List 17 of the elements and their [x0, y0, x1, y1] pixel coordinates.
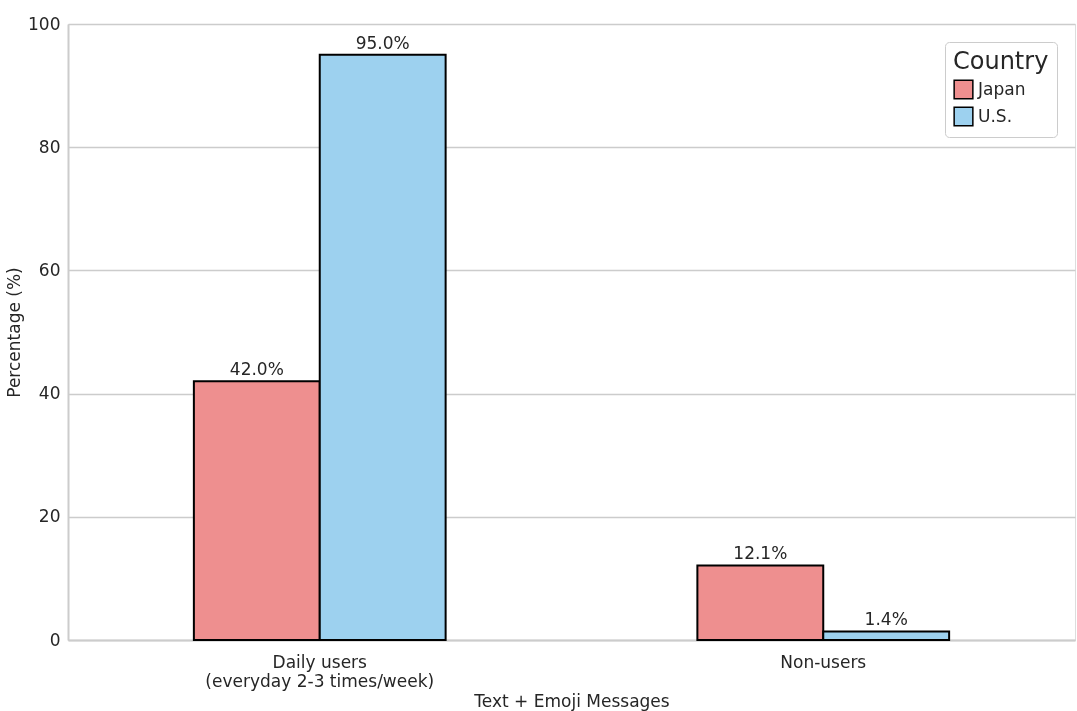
y-tick-label: 60: [38, 259, 61, 280]
x-axis-title: Text + Emoji Messages: [473, 690, 670, 711]
x-tick-label: Non-users: [780, 651, 867, 672]
data-label: 95.0%: [355, 32, 410, 53]
legend-label: U.S.: [978, 105, 1013, 126]
x-tick-label: Daily users (everyday 2-3 times/week): [205, 651, 435, 691]
data-label: 12.1%: [733, 543, 788, 564]
y-axis-title: Percentage (%): [4, 267, 25, 398]
legend-label: Japan: [977, 78, 1026, 99]
data-label: 42.0%: [229, 359, 284, 380]
data-label: 1.4%: [864, 609, 908, 630]
legend-title: Country: [953, 47, 1049, 75]
y-tick-label: 100: [28, 13, 61, 34]
y-tick-label: 0: [49, 629, 61, 650]
y-tick-label: 80: [38, 136, 61, 157]
y-tick-label: 20: [38, 506, 61, 527]
y-tick-label: 40: [38, 383, 61, 404]
